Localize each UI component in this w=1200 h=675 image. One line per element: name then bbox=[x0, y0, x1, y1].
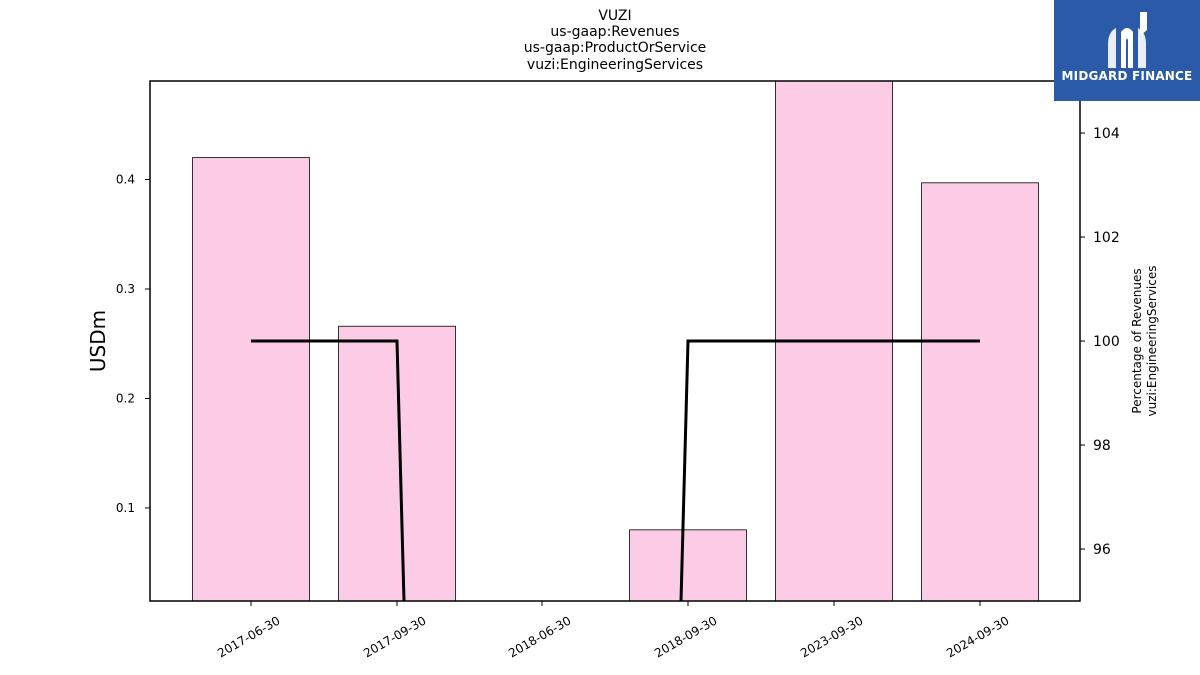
line-series bbox=[251, 339, 980, 602]
right-tick-label: 98 bbox=[1093, 438, 1111, 454]
y-axis-label: USDm bbox=[86, 310, 110, 372]
x-tick-label-2017-06-30: 2017-06-30 bbox=[215, 613, 282, 660]
right-tick-label: 100 bbox=[1093, 334, 1120, 350]
plot-frame bbox=[149, 80, 1081, 602]
right-axis-label-line-1: Percentage of Revenues bbox=[1130, 268, 1144, 413]
right-tick-label: 96 bbox=[1093, 542, 1111, 558]
brand-logo: MIDGARD FINANCE bbox=[1054, 0, 1200, 101]
right-axis-label-line-2: vuzi:EngineeringServices bbox=[1145, 266, 1159, 417]
x-tick-label-2023-09-30: 2023-09-30 bbox=[798, 613, 865, 660]
bar-2017-06-30 bbox=[192, 157, 310, 602]
left-tick-label: 0.3 bbox=[116, 282, 135, 296]
bar-2018-09-30 bbox=[629, 529, 747, 602]
x-axis-ticks: 2017-06-30 2017-09-30 2018-06-30 2018-09-30… bbox=[215, 601, 1012, 660]
title-line-3: us-gaap:ProductOrService bbox=[524, 40, 707, 56]
title-line-2: us-gaap:Revenues bbox=[550, 24, 679, 40]
x-tick-label-2018-09-30: 2018-09-30 bbox=[652, 613, 719, 660]
bar-2024-09-30 bbox=[921, 182, 1039, 602]
title-line-1: VUZI bbox=[598, 8, 631, 24]
right-tick-label: 102 bbox=[1093, 230, 1120, 246]
percentage-line-segment-2 bbox=[679, 339, 980, 602]
left-axis-ticks: 0.1 0.2 0.3 0.4 bbox=[116, 173, 150, 515]
right-axis-ticks: 96 98 100 102 104 bbox=[1080, 126, 1120, 558]
left-tick-label: 0.1 bbox=[116, 501, 135, 515]
x-tick-label-2018-06-30: 2018-06-30 bbox=[506, 613, 573, 660]
logo-text: MIDGARD FINANCE bbox=[1061, 69, 1193, 83]
x-tick-label-2024-09-30: 2024-09-30 bbox=[944, 613, 1011, 660]
x-tick-label-2017-09-30: 2017-09-30 bbox=[361, 613, 428, 660]
title-line-4: vuzi:EngineeringServices bbox=[527, 57, 703, 73]
logo-mark-icon bbox=[1108, 12, 1147, 68]
right-tick-label: 104 bbox=[1093, 126, 1120, 142]
chart-title: VUZI us-gaap:Revenues us-gaap:ProductOrS… bbox=[524, 8, 707, 73]
left-tick-label: 0.2 bbox=[116, 391, 135, 405]
percentage-line-segment-1 bbox=[251, 339, 406, 602]
left-tick-label: 0.4 bbox=[116, 173, 135, 187]
